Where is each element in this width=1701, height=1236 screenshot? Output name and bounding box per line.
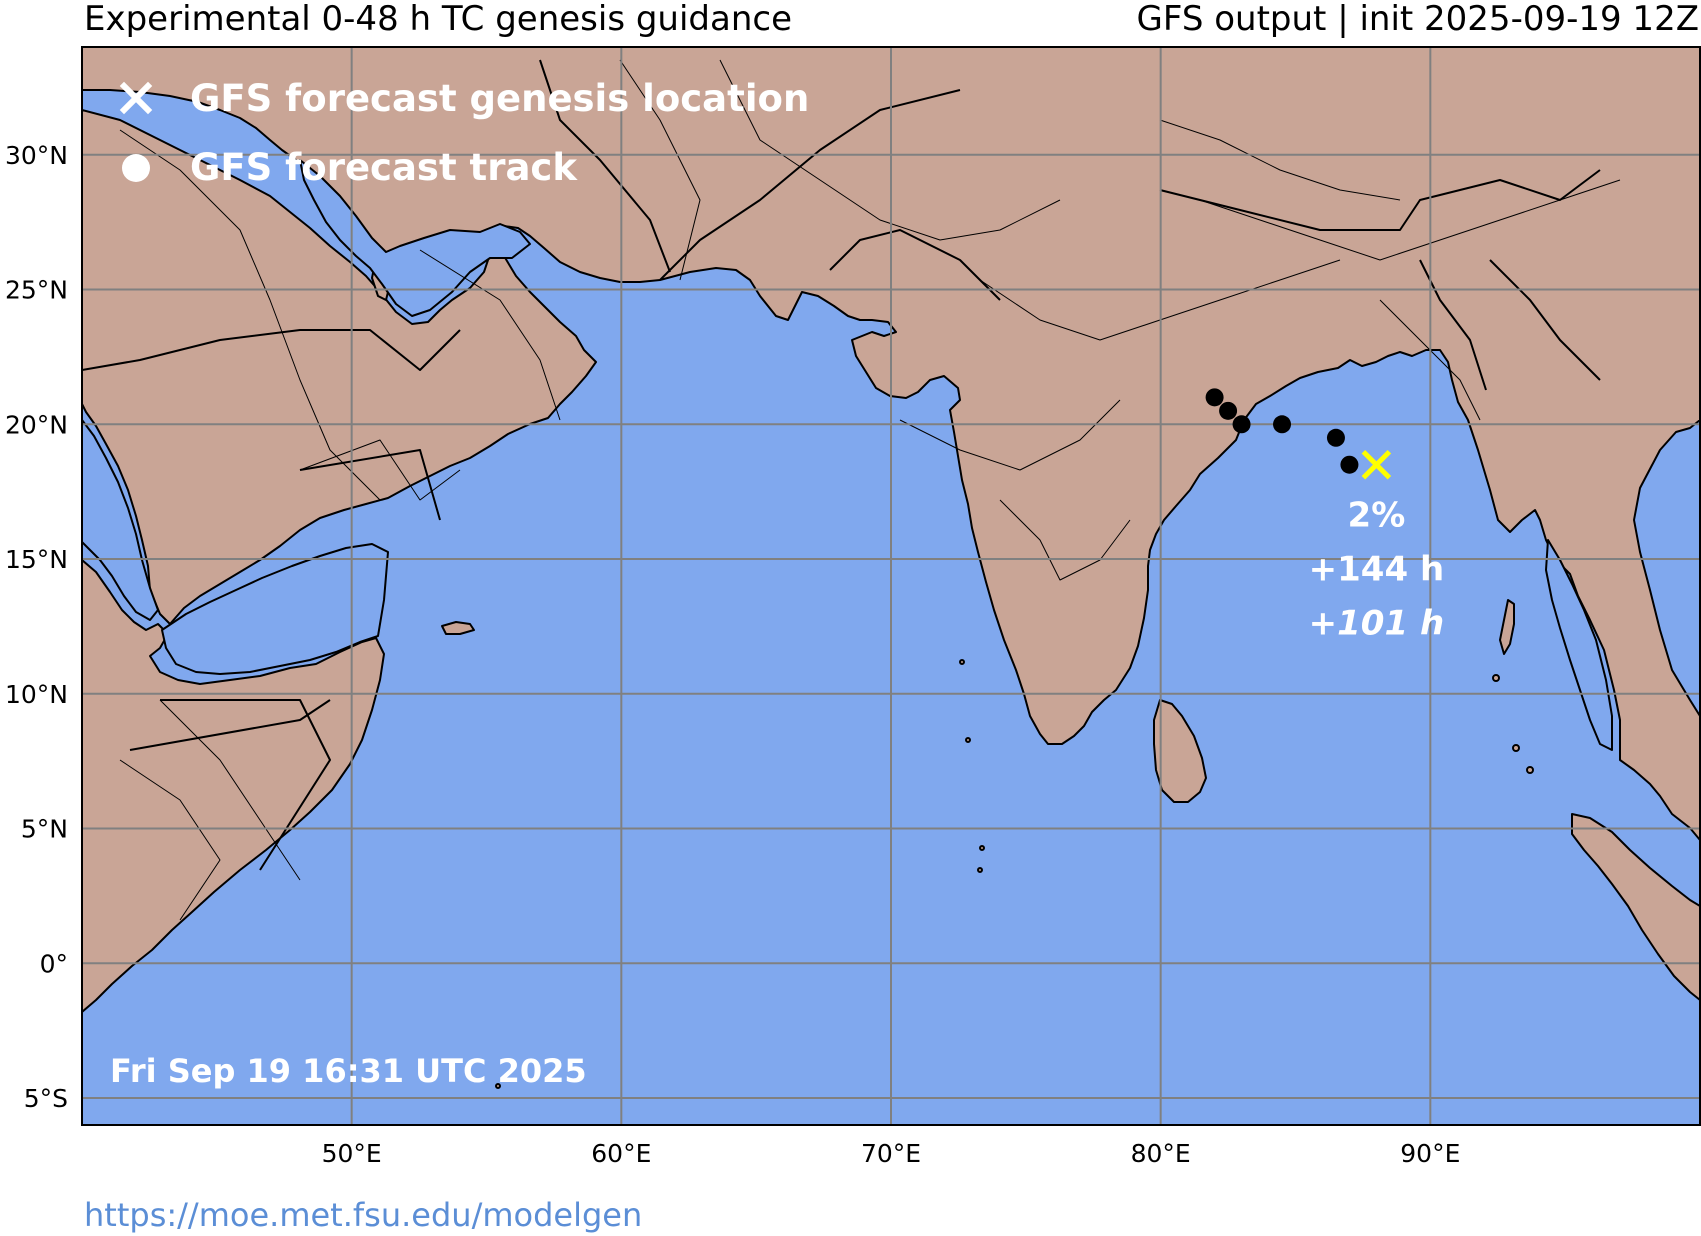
source-url[interactable]: https://moe.met.fsu.edu/modelgen (84, 1196, 643, 1234)
track-point (1219, 401, 1238, 420)
landmass-sumatra (1571, 813, 1700, 1001)
lead-italic: 101 h (1337, 604, 1444, 644)
forecast-track (1205, 388, 1359, 474)
model-init-title: GFS output | init 2025-09-19 12Z (1136, 0, 1699, 39)
small-islands (495, 659, 1534, 1089)
lon-tick-label: 70°E (861, 1139, 921, 1168)
sea-persian-gulf (299, 159, 531, 317)
lat-tick-label: 5°S (24, 1084, 68, 1113)
lat-tick-label: 10°N (5, 680, 68, 709)
track-point (1232, 415, 1251, 434)
landmass-socotra (441, 621, 475, 635)
landmass-sri-lanka (1153, 699, 1207, 803)
lat-tick-label: 30°N (5, 141, 68, 170)
lat-tick-label: 0° (40, 949, 68, 978)
genesis-x-stroke (1361, 449, 1392, 480)
sea-gulf-of-aden (161, 543, 389, 675)
longitude-labels: 50°E 60°E 70°E 80°E 90°E (322, 1139, 1461, 1168)
legend-track-label: GFS forecast track (190, 146, 578, 189)
lead-prefix: + (1309, 604, 1338, 644)
timestamp: Fri Sep 19 16:31 UTC 2025 (110, 1052, 587, 1090)
gridlines (82, 47, 1700, 1125)
landmass-africa (82, 559, 385, 1013)
track-point (1205, 388, 1224, 407)
genesis-probability: 2% (1348, 496, 1406, 536)
genesis-marker (1361, 449, 1392, 480)
track-point (1326, 428, 1345, 447)
lat-tick-label: 5°N (21, 815, 68, 844)
sea-gulf-of-martaban (1545, 539, 1613, 751)
lat-tick-label: 25°N (5, 276, 68, 305)
lon-tick-label: 50°E (322, 1139, 382, 1168)
dot-icon (122, 154, 150, 182)
map-frame (81, 46, 1701, 1126)
x-mark-icon (119, 81, 153, 115)
lon-tick-label: 60°E (591, 1139, 651, 1168)
track-point (1340, 455, 1359, 474)
latitude-labels: 30°N 25°N 20°N 15°N 10°N 5°N 0° 5°S (5, 141, 68, 1113)
lon-tick-label: 80°E (1131, 1139, 1191, 1168)
land-layer (82, 47, 1700, 1089)
sea-red-sea (82, 419, 159, 621)
lon-tick-label: 90°E (1400, 1139, 1460, 1168)
genesis-lead-time: +144 h (1309, 550, 1445, 590)
lat-tick-label: 20°N (5, 410, 68, 439)
track-point (1273, 415, 1292, 434)
national-borders (82, 59, 1601, 871)
admin-borders (119, 59, 1621, 921)
legend: GFS forecast genesis location GFS foreca… (119, 77, 809, 189)
map-title: Experimental 0-48 h TC genesis guidance (84, 0, 792, 39)
landmass-andaman (1499, 599, 1515, 655)
legend-genesis-label: GFS forecast genesis location (190, 77, 809, 120)
genesis-lead-time-italic: +101 h (1309, 604, 1445, 644)
lat-tick-label: 15°N (5, 545, 68, 574)
